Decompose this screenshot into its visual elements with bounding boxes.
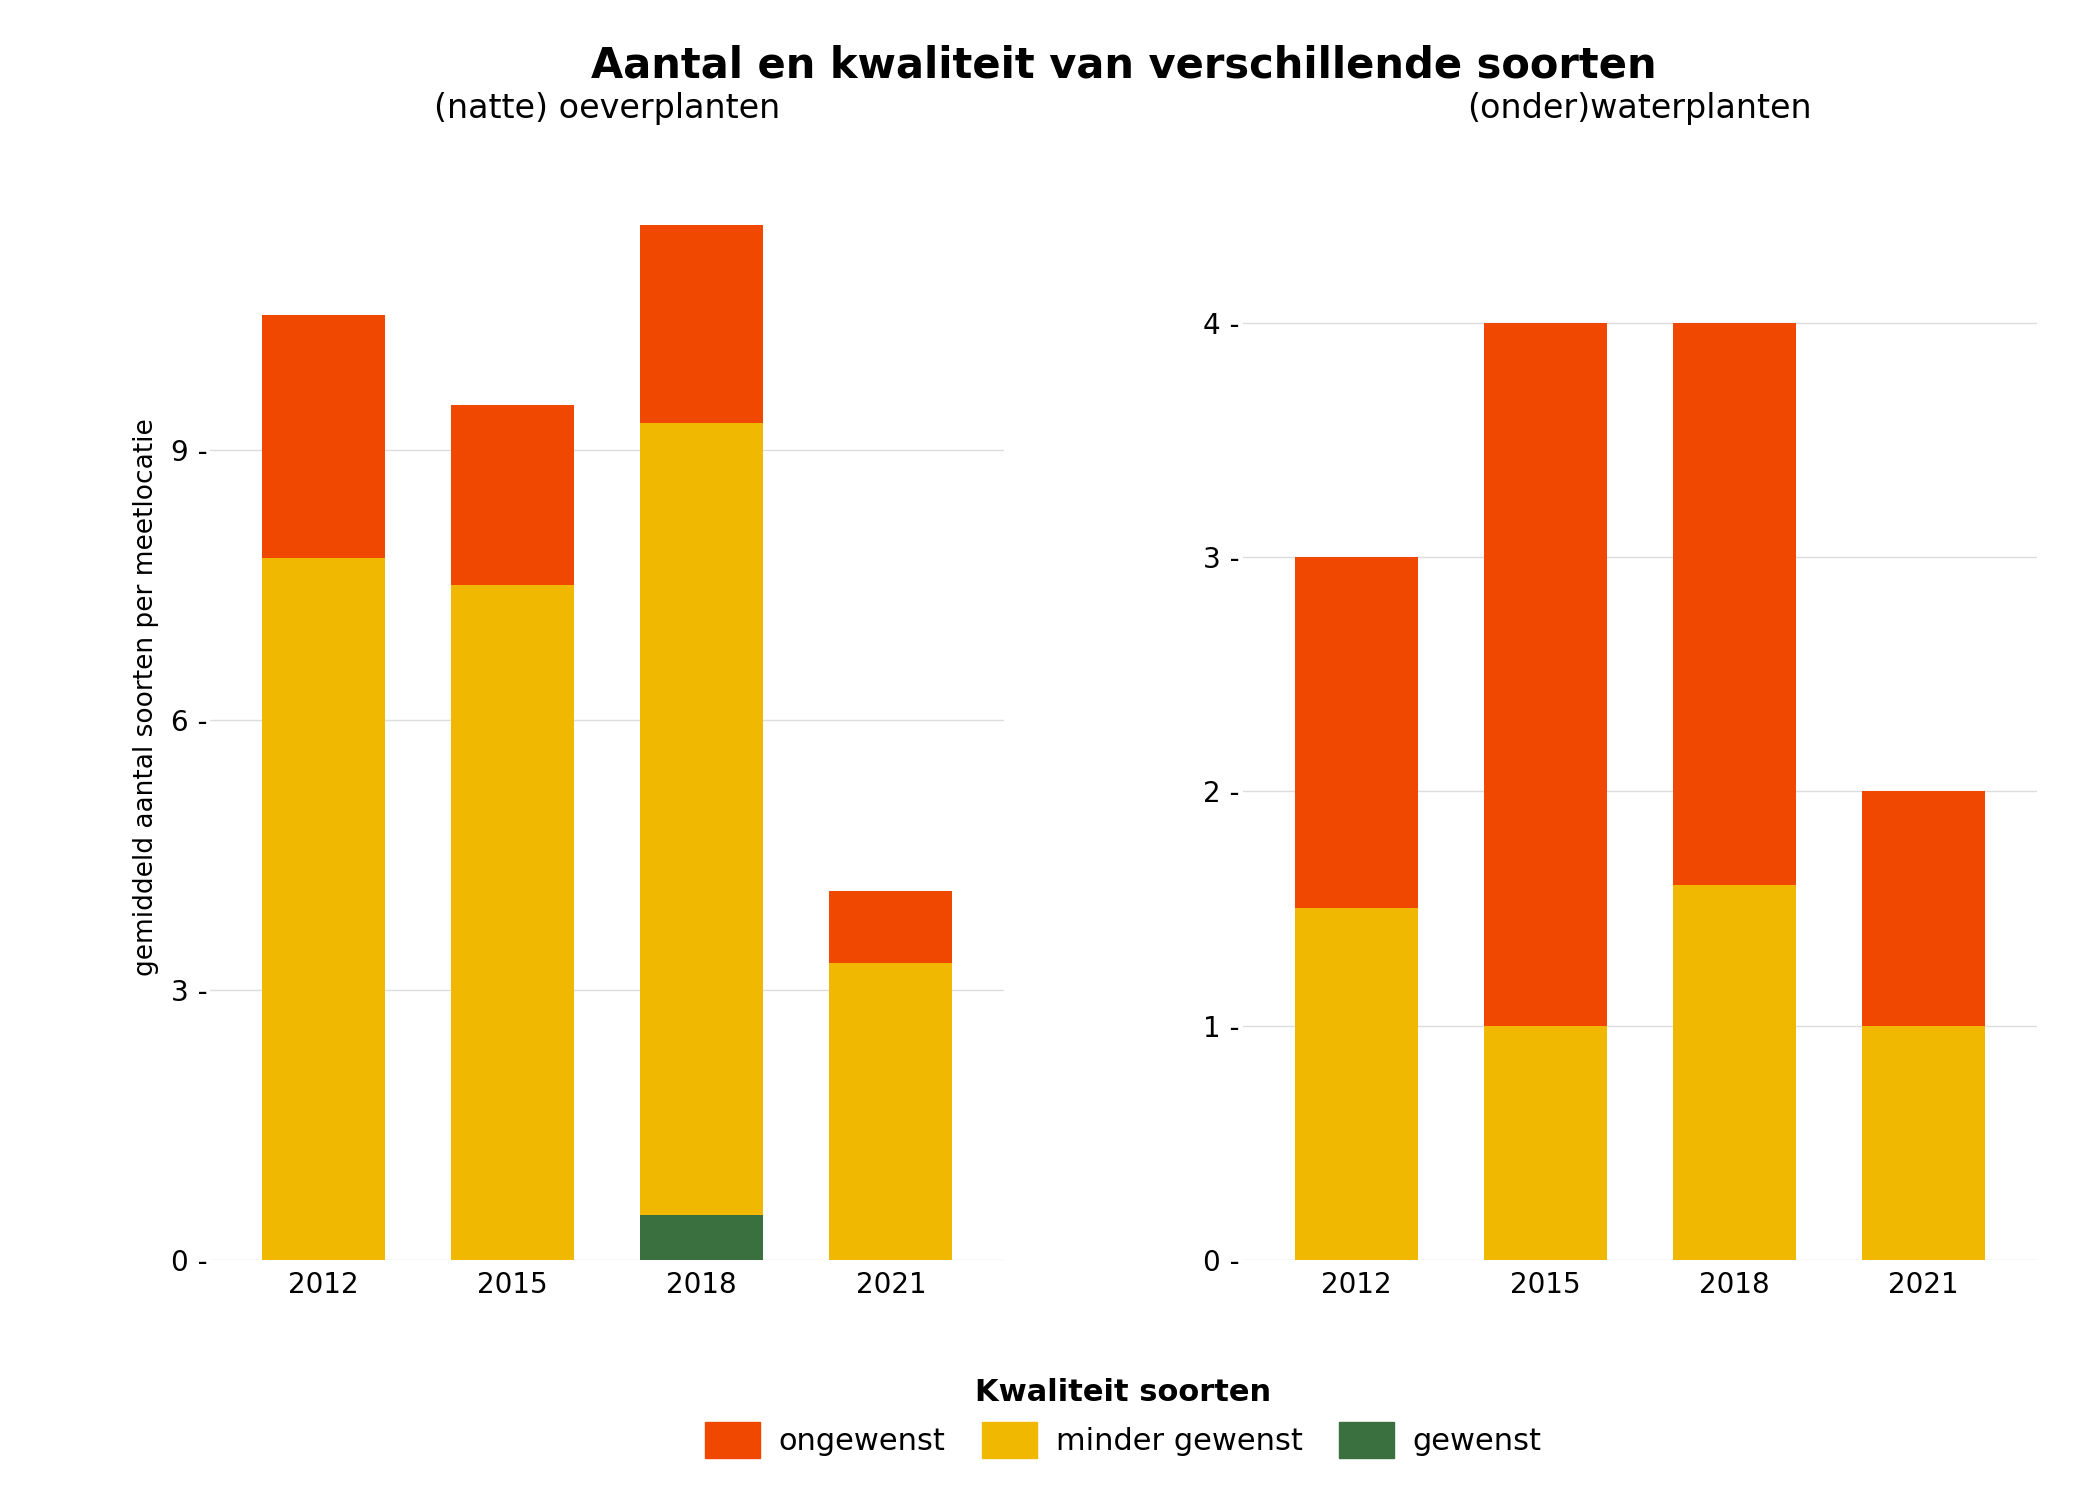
Bar xyxy=(1863,792,1984,1026)
Bar xyxy=(452,585,573,1260)
Bar xyxy=(1485,1026,1606,1260)
Bar xyxy=(1485,322,1606,1026)
Text: Aantal en kwaliteit van verschillende soorten: Aantal en kwaliteit van verschillende so… xyxy=(590,45,1657,87)
Bar xyxy=(830,891,951,963)
Title: (onder)waterplanten: (onder)waterplanten xyxy=(1468,93,1812,126)
Bar xyxy=(1674,322,1796,885)
Bar xyxy=(640,423,762,1215)
Bar xyxy=(1296,556,1418,909)
Legend: ongewenst, minder gewenst, gewenst: ongewenst, minder gewenst, gewenst xyxy=(693,1365,1554,1470)
Bar xyxy=(1863,1026,1984,1260)
Bar xyxy=(262,558,384,1260)
Bar xyxy=(452,405,573,585)
Bar xyxy=(640,225,762,423)
Y-axis label: gemiddeld aantal soorten per meetlocatie: gemiddeld aantal soorten per meetlocatie xyxy=(134,419,160,976)
Bar xyxy=(1296,909,1418,1260)
Bar xyxy=(830,963,951,1260)
Bar xyxy=(262,315,384,558)
Bar xyxy=(640,1215,762,1260)
Title: (natte) oeverplanten: (natte) oeverplanten xyxy=(435,93,781,126)
Bar xyxy=(1674,885,1796,1260)
